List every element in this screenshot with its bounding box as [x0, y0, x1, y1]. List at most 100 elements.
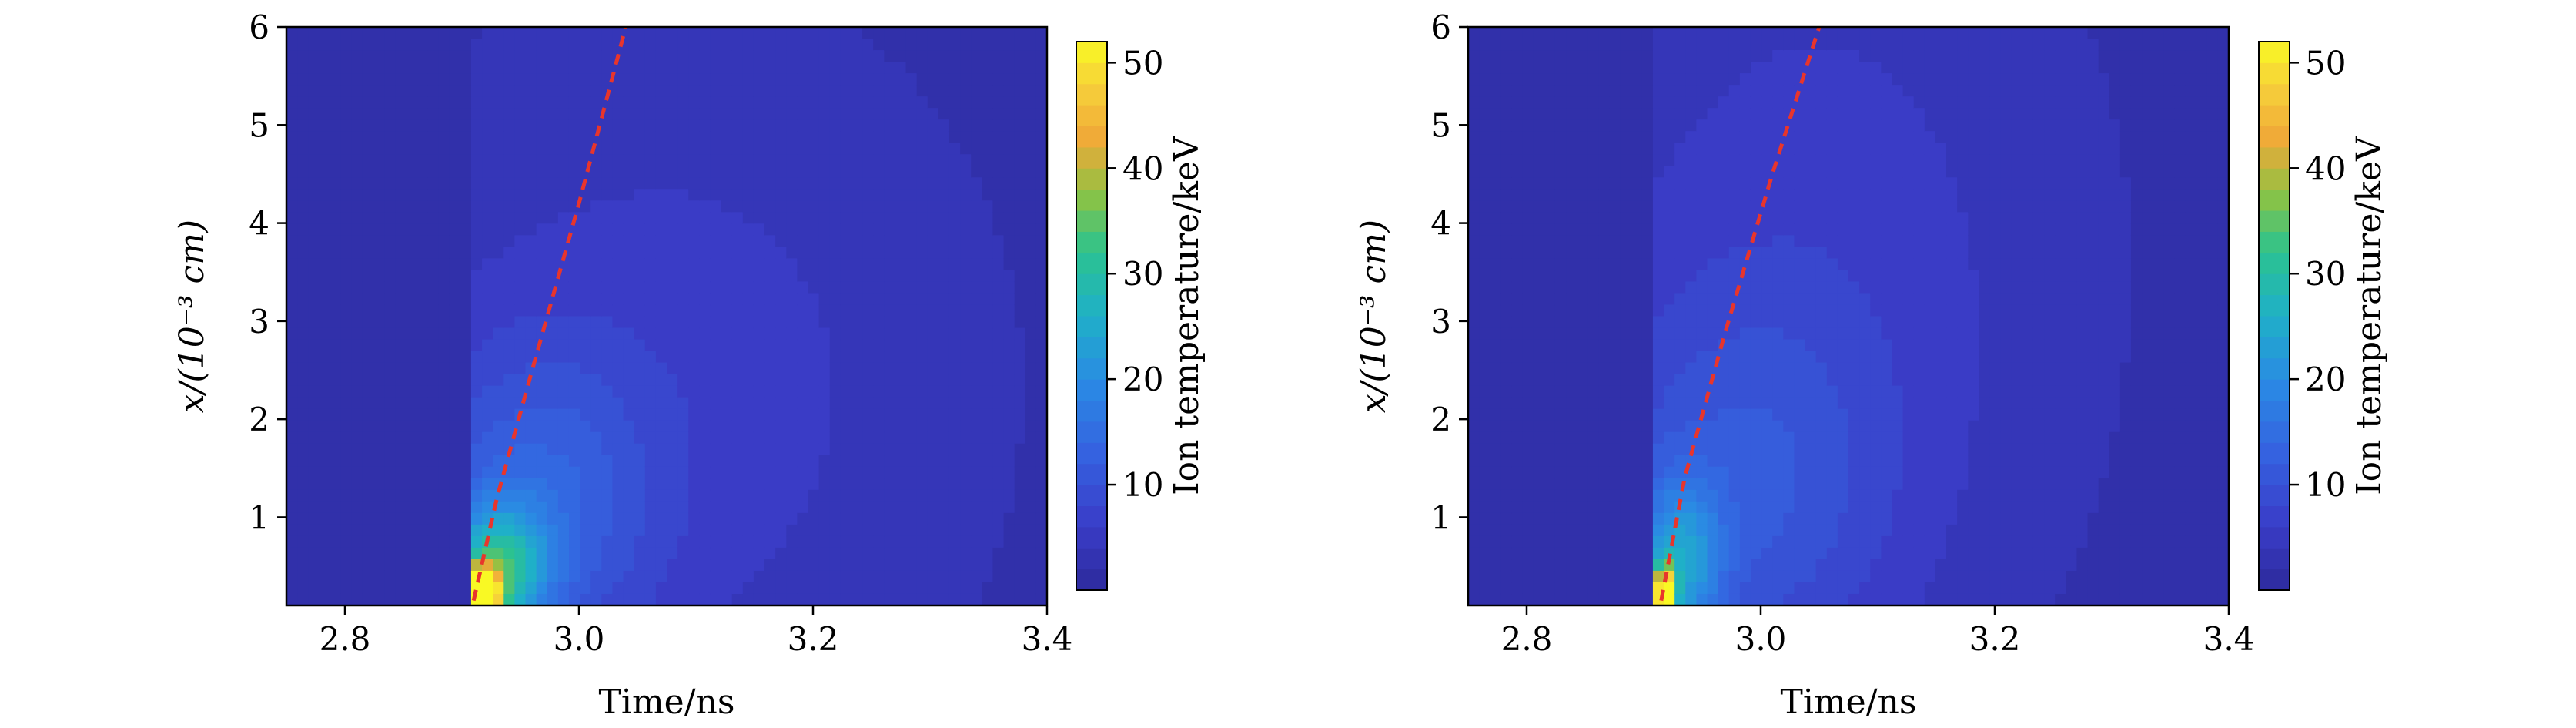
heatmap-cell [1003, 593, 1015, 606]
heatmap-cell [1014, 131, 1026, 143]
heatmap-cell [1522, 582, 1534, 595]
heatmap-cell [1739, 489, 1751, 502]
heatmap-cell [818, 270, 831, 283]
heatmap-cell [1025, 316, 1037, 329]
heatmap-cell [644, 593, 657, 606]
heatmap-cell [829, 489, 841, 502]
heatmap-cell [808, 455, 820, 468]
heatmap-cell [960, 50, 972, 62]
heatmap-cell [1728, 489, 1741, 502]
heatmap-cell [590, 108, 602, 120]
heatmap-cell [395, 327, 406, 341]
heatmap-cell [905, 582, 918, 595]
heatmap-cell [634, 431, 646, 445]
heatmap-cell [1620, 593, 1632, 606]
heatmap-cell [916, 431, 928, 445]
heatmap-cell [503, 177, 515, 190]
heatmap-cell [612, 108, 624, 120]
heatmap-cell [764, 281, 776, 294]
heatmap-cell [1609, 512, 1621, 525]
heatmap-cell [1652, 443, 1664, 456]
heatmap-cell [1490, 27, 1501, 39]
heatmap-cell [905, 166, 918, 178]
heatmap-cell [373, 143, 385, 155]
heatmap-cell [677, 73, 689, 86]
heatmap-cell [1739, 351, 1751, 364]
heatmap-cell [449, 385, 461, 398]
heatmap-cell [948, 270, 961, 283]
heatmap-cell [1739, 431, 1751, 445]
colorbar-band [1076, 337, 1107, 359]
heatmap-cell [808, 212, 820, 224]
heatmap-cell [1641, 374, 1654, 387]
heatmap-cell [1500, 339, 1513, 352]
heatmap-cell [829, 131, 841, 143]
heatmap-cell [547, 466, 559, 479]
heatmap-cell [905, 304, 918, 317]
heatmap-cell [818, 374, 831, 387]
heatmap-cell [1533, 235, 1545, 247]
heatmap-cell [503, 73, 515, 86]
heatmap-cell [340, 166, 353, 178]
heatmap-cell [764, 247, 776, 259]
heatmap-cell [677, 316, 689, 329]
heatmap-cell [1522, 327, 1534, 341]
heatmap-cell [590, 62, 602, 74]
heatmap-cell [775, 327, 787, 341]
heatmap-cell [1609, 293, 1621, 306]
heatmap-cell [351, 85, 363, 97]
heatmap-cell [634, 501, 646, 514]
heatmap-cell [982, 270, 994, 283]
heatmap-cell [503, 27, 515, 39]
heatmap-cell [1739, 501, 1751, 514]
heatmap-cell [1718, 154, 1730, 166]
heatmap-cell [1685, 559, 1697, 572]
heatmap-cell [699, 397, 711, 410]
heatmap-cell [1728, 316, 1741, 329]
heatmap-cell [373, 166, 385, 178]
heatmap-cell [1587, 50, 1599, 62]
heatmap-cell [297, 351, 309, 364]
heatmap-cell [470, 50, 483, 62]
heatmap-cell [699, 235, 711, 247]
heatmap-cell [1587, 582, 1599, 595]
heatmap-cell [1025, 131, 1037, 143]
heatmap-cell [427, 108, 440, 120]
heatmap-cell [829, 420, 841, 433]
heatmap-cell [797, 397, 809, 410]
heatmap-cell [895, 374, 907, 387]
heatmap-cell [1739, 293, 1751, 306]
heatmap-cell [1479, 327, 1490, 341]
heatmap-cell [525, 96, 537, 109]
heatmap-cell [992, 489, 1005, 502]
heatmap-cell [417, 316, 429, 329]
heatmap-cell [1035, 293, 1048, 306]
heatmap-cell [938, 408, 950, 421]
heatmap-cell [1598, 223, 1611, 236]
heatmap-cell [330, 281, 342, 294]
heatmap-cell [938, 223, 950, 236]
heatmap-cell [797, 559, 809, 572]
heatmap-cell [417, 351, 429, 364]
heatmap-cell [797, 535, 809, 549]
heatmap-cell [895, 39, 907, 51]
heatmap-cell [873, 96, 885, 109]
heatmap-cell [308, 570, 319, 583]
heatmap-cell [644, 316, 657, 329]
heatmap-cell [601, 374, 614, 387]
heatmap-cell [1641, 223, 1654, 236]
heatmap-cell [829, 316, 841, 329]
heatmap-cell [884, 154, 895, 166]
heatmap-cell [873, 108, 885, 120]
heatmap-cell [417, 304, 429, 317]
heatmap-cell [797, 593, 809, 606]
heatmap-cell [1544, 512, 1556, 525]
heatmap-cell [797, 582, 809, 595]
heatmap-cell [1728, 39, 1741, 51]
heatmap-cell [1750, 443, 1762, 456]
heatmap-cell [1025, 154, 1037, 166]
heatmap-cell [1674, 177, 1686, 190]
heatmap-cell [1761, 50, 1773, 62]
heatmap-cell [1631, 143, 1643, 155]
heatmap-cell [330, 304, 342, 317]
